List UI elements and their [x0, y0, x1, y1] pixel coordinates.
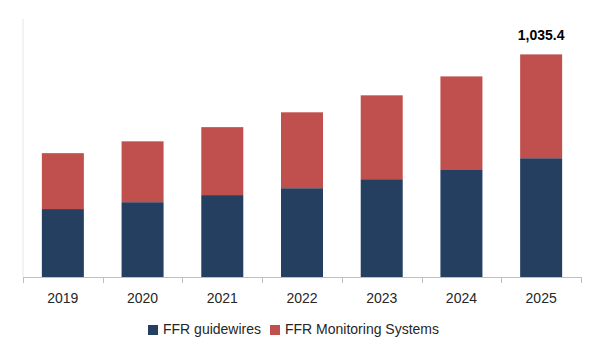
bar-segment	[440, 169, 482, 277]
category-separator	[262, 277, 263, 283]
legend-label: FFR Monitoring Systems	[285, 321, 439, 337]
category-separator	[23, 277, 24, 283]
x-axis-line	[23, 277, 581, 278]
bar-segment	[42, 153, 84, 209]
category-separator	[103, 277, 104, 283]
x-tick-label: 2021	[207, 290, 238, 306]
bar-segment	[361, 179, 403, 277]
legend: FFR guidewires FFR Monitoring Systems	[148, 321, 439, 337]
category-separator	[182, 277, 183, 283]
bar-segment	[520, 158, 562, 277]
x-tick-label: 2022	[286, 290, 317, 306]
category-separator	[501, 277, 502, 283]
legend-swatch	[148, 325, 158, 335]
bar-segment	[520, 54, 562, 158]
x-tick-label: 2019	[47, 290, 78, 306]
chart-root: 2019 2020 2021 2022 2023 2024 2025 1,035.4 FFR g…	[0, 0, 601, 361]
bar-segment	[201, 127, 243, 195]
annotation: 1,035.4	[518, 27, 565, 43]
bar-segment	[281, 112, 323, 188]
legend-swatch	[270, 325, 280, 335]
bar-segment	[201, 195, 243, 277]
x-tick-label: 2025	[526, 290, 557, 306]
bar-segment	[361, 95, 403, 179]
legend-label: FFR guidewires	[163, 321, 261, 337]
y-axis-line	[23, 19, 24, 277]
bar-segment	[42, 209, 84, 277]
bar-segment	[122, 141, 164, 202]
category-separator	[342, 277, 343, 283]
x-tick-label: 2024	[446, 290, 477, 306]
x-tick-label: 2020	[127, 290, 158, 306]
x-tick-label: 2023	[366, 290, 397, 306]
category-separator	[581, 277, 582, 283]
bar-segment	[122, 202, 164, 277]
chart-svg: 2019 2020 2021 2022 2023 2024 2025 1,035.4 FFR g…	[0, 0, 601, 361]
bar-segment	[440, 76, 482, 169]
bar-segment	[281, 188, 323, 277]
category-separator	[422, 277, 423, 283]
bars	[42, 54, 562, 277]
